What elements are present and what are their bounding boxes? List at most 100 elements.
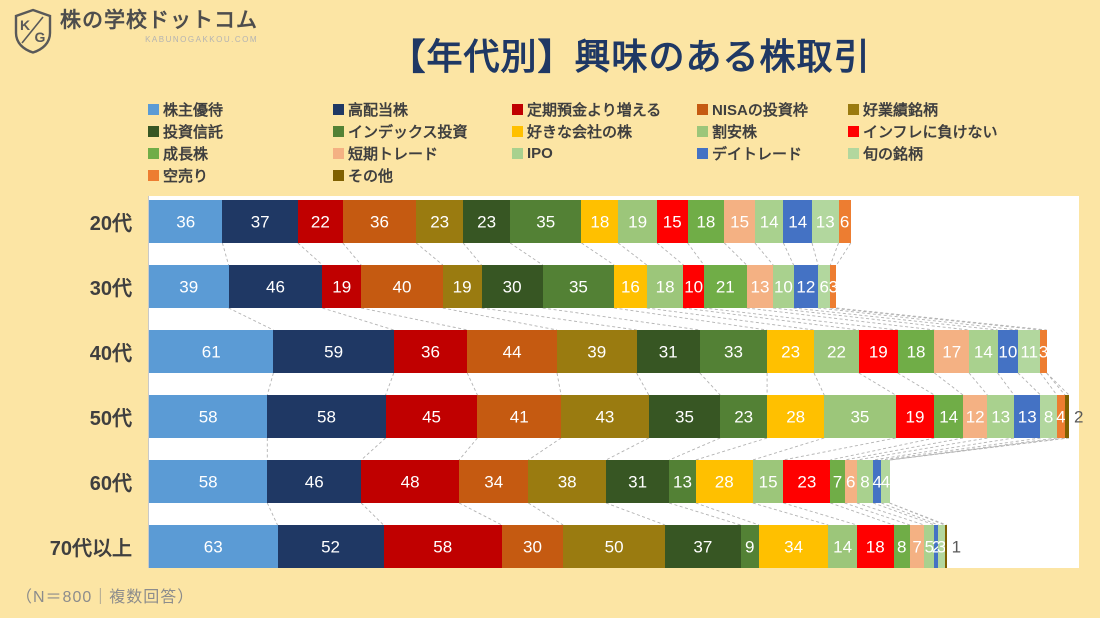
- legend-label: 投資信託: [163, 123, 224, 141]
- bar-row: 58 58 45 41 43 35 23 28 35 19 14 12 13 13 8 4 2: [149, 395, 1084, 438]
- bar-value-label: 30: [502, 277, 522, 296]
- bar-segment: [767, 395, 825, 438]
- bar-segment: [542, 265, 615, 308]
- bar-value-label: 34: [784, 537, 804, 556]
- bar-value-label: 31: [658, 342, 678, 361]
- bar-segment: [924, 525, 935, 568]
- bar-value-label: 36: [176, 212, 196, 231]
- bar-value-label: 28: [786, 407, 806, 426]
- bar-segment: [909, 525, 925, 568]
- bar-segment: [273, 330, 394, 373]
- svg-text:K: K: [20, 17, 30, 33]
- bar-value-label: 46: [304, 472, 324, 491]
- bar-segment: [605, 460, 670, 503]
- bar-value-label: 12: [796, 277, 816, 296]
- bar-value-label: 8: [1043, 407, 1054, 426]
- bar-value-label: 13: [815, 212, 835, 231]
- legend-swatch: [148, 147, 159, 159]
- chart-legend: 株主優待 高配当株 定期預金より増える NISAの投資枠 好業績銘柄 投資信託 インデックス…: [148, 98, 1078, 186]
- legend-label: その他: [348, 167, 394, 185]
- bar-segment: [724, 200, 755, 243]
- bar-segment: [856, 525, 894, 568]
- bar-segment: [149, 460, 268, 503]
- bar-segment: [385, 395, 478, 438]
- bar-segment: [1056, 395, 1065, 438]
- bar-value-label: 46: [266, 277, 285, 296]
- bar-value-label: 23: [781, 342, 801, 361]
- bar-value-label: 35: [536, 212, 556, 231]
- bar-value-label: 19: [628, 212, 648, 231]
- bar-segment: [997, 330, 1019, 373]
- bar-value-label: 31: [628, 472, 648, 491]
- bar-segment: [695, 460, 753, 503]
- bar-value-label: 19: [452, 277, 472, 296]
- legend-swatch: [148, 169, 159, 181]
- bar-segment: [934, 395, 963, 438]
- series-connector-lines: [221, 242, 1070, 526]
- legend-item: インフレに負けない: [848, 121, 1078, 142]
- bar-segment: [393, 330, 468, 373]
- bar-segment: [416, 200, 464, 243]
- bar-value-label: 18: [906, 342, 926, 361]
- bar-segment: [754, 200, 784, 243]
- bar-value-label: 36: [370, 212, 389, 231]
- bar-value-label: 35: [675, 407, 694, 426]
- bar-value-label: 39: [587, 342, 607, 361]
- logo-subtitle: KABUNOGAKKOU.COM: [145, 35, 258, 44]
- bar-segment: [149, 395, 268, 438]
- bar-value-label: 18: [865, 537, 885, 556]
- bar-segment: [897, 330, 935, 373]
- bar-value-label: 4: [872, 472, 882, 491]
- bar-segment: [222, 200, 298, 243]
- bar-segment: [844, 460, 857, 503]
- bar-value-label: 44: [502, 342, 522, 361]
- bar-segment: [342, 200, 417, 243]
- bar-value-label: 23: [797, 472, 817, 491]
- bar-segment: [944, 525, 947, 568]
- legend-label: デイトレード: [712, 145, 803, 163]
- bar-value-label: 19: [868, 342, 888, 361]
- bar-value-label: 58: [433, 537, 453, 556]
- legend-swatch: [848, 125, 859, 137]
- category-label: 50代: [89, 408, 132, 430]
- legend-item: 株主優待: [148, 99, 333, 120]
- bar-segment: [149, 525, 278, 568]
- legend-item: インデックス投資: [333, 121, 512, 142]
- legend-swatch: [333, 103, 344, 115]
- legend-swatch: [697, 125, 708, 137]
- bar-value-label: 9: [745, 537, 755, 556]
- legend-swatch: [697, 103, 708, 115]
- bar-value-label: 15: [758, 472, 778, 491]
- legend-label: インデックス投資: [348, 123, 468, 141]
- bar-value-label: 59: [324, 342, 344, 361]
- bar-segment: [934, 330, 970, 373]
- category-label: 40代: [89, 343, 132, 365]
- bar-value-label: 18: [655, 277, 675, 296]
- bar-value-label: 16: [620, 277, 640, 296]
- legend-label: 株主優待: [163, 101, 224, 119]
- bar-value-label: 14: [833, 537, 853, 556]
- bar-segment: [856, 460, 874, 503]
- bar-value-label: 14: [759, 212, 779, 231]
- chart-title: 【年代別】興味のある株取引: [389, 36, 871, 77]
- bar-segment: [481, 265, 543, 308]
- legend-item: 空売り: [148, 165, 333, 186]
- bar-segment: [987, 395, 1014, 438]
- bar-segment: [322, 265, 362, 308]
- bar-value-label: 4: [1056, 407, 1066, 426]
- bar-segment: [228, 265, 323, 308]
- bar-value-label: 36: [421, 342, 440, 361]
- svg-text:G: G: [35, 29, 46, 45]
- legend-label: IPO: [527, 144, 553, 162]
- legend-swatch: [333, 169, 344, 181]
- bar-value-label: 8: [897, 537, 907, 556]
- bar-segment: [938, 525, 945, 568]
- bar-segment: [683, 265, 704, 308]
- bar-value-label: 50: [604, 537, 624, 556]
- legend-item: 投資信託: [148, 121, 333, 142]
- legend-label: 好業績銘柄: [863, 101, 939, 119]
- bar-segment: [824, 395, 896, 438]
- bar-segment: [501, 525, 564, 568]
- bar-value-label: 6: [819, 277, 829, 296]
- bar-segment: [563, 525, 666, 568]
